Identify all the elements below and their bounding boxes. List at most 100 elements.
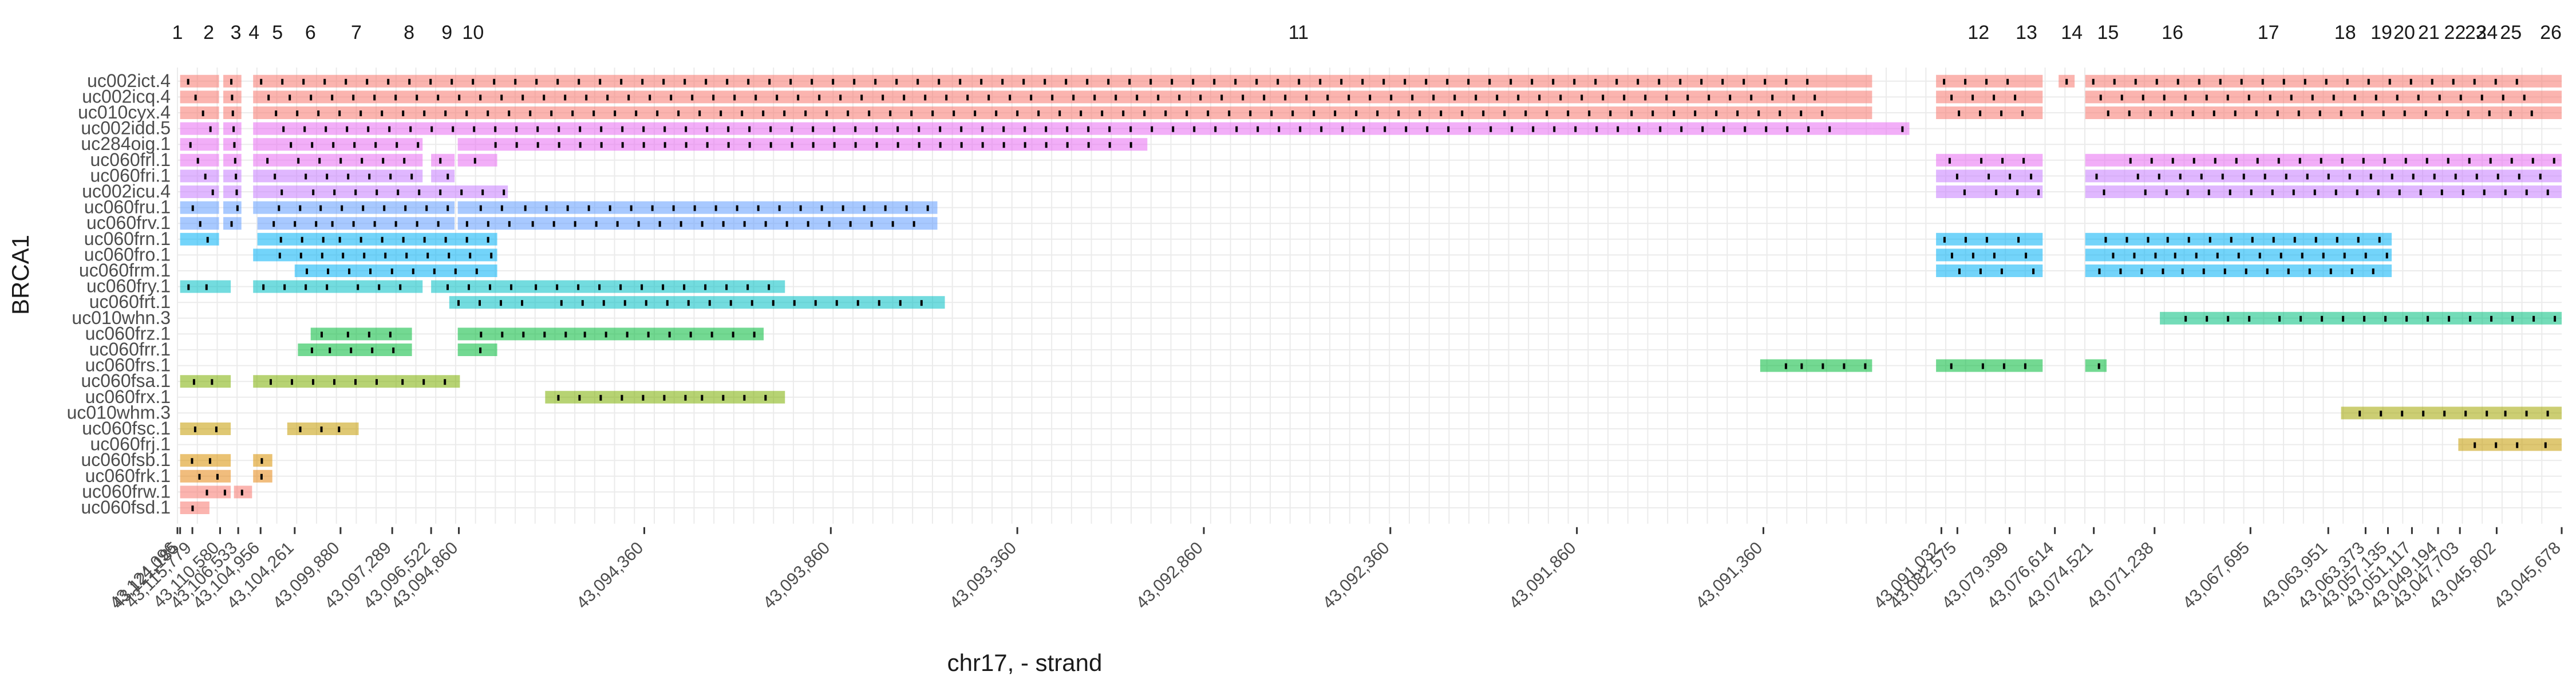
feature-mark [558, 126, 560, 132]
feature-mark [2325, 78, 2328, 85]
feature-mark [1602, 94, 1605, 101]
feature-mark [199, 221, 202, 227]
feature-mark [2298, 157, 2301, 164]
feature-mark [2192, 157, 2195, 164]
feature-mark [1532, 126, 1535, 132]
feature-mark [2525, 189, 2528, 195]
feature-mark [1617, 126, 1619, 132]
exon-label: 23 [2465, 22, 2487, 44]
feature-mark [2321, 315, 2324, 322]
feature-mark [2278, 315, 2281, 322]
feature-mark [1950, 252, 1953, 259]
feature-mark [754, 94, 757, 101]
feature-mark [1531, 78, 1534, 85]
feature-mark [1115, 94, 1117, 101]
feature-mark [2306, 173, 2309, 180]
exon-segment [253, 74, 1872, 88]
feature-mark [556, 78, 559, 85]
feature-mark [1581, 94, 1583, 101]
feature-mark [535, 284, 538, 290]
feature-mark [918, 126, 920, 132]
feature-mark [2532, 315, 2535, 322]
exon-segment [457, 327, 764, 341]
feature-mark [2362, 157, 2365, 164]
feature-mark [2214, 157, 2217, 164]
feature-mark [2468, 157, 2471, 164]
feature-mark [600, 142, 603, 148]
feature-mark [1242, 94, 1244, 101]
grid-lines [177, 68, 2562, 524]
feature-mark [2314, 236, 2317, 243]
feature-mark [1193, 126, 1196, 132]
feature-mark [460, 189, 463, 195]
feature-mark [882, 94, 884, 101]
feature-mark [2103, 189, 2105, 195]
feature-mark [2155, 78, 2158, 85]
feature-mark [1086, 78, 1089, 85]
feature-mark [216, 473, 219, 480]
feature-mark [1948, 157, 1951, 164]
exon-segment [223, 201, 242, 214]
transcript-uc002icu.4 [180, 185, 2562, 198]
feature-mark [609, 205, 611, 211]
feature-mark [2358, 410, 2361, 417]
feature-mark [524, 205, 527, 211]
feature-mark [1901, 126, 1904, 132]
feature-mark [384, 252, 387, 259]
feature-mark [319, 205, 322, 211]
feature-mark [776, 94, 779, 101]
feature-mark [1546, 110, 1548, 116]
feature-mark [394, 94, 397, 101]
feature-mark [543, 94, 546, 101]
feature-mark [444, 379, 447, 385]
transcript-label: uc002icq.4 [82, 86, 171, 106]
feature-mark [791, 126, 793, 132]
feature-mark [1284, 94, 1287, 101]
feature-mark [1199, 94, 1202, 101]
feature-mark [2271, 189, 2274, 195]
feature-mark [828, 221, 831, 227]
feature-mark [545, 205, 548, 211]
feature-mark [1638, 126, 1641, 132]
feature-mark [2409, 78, 2412, 85]
feature-mark [812, 142, 815, 148]
feature-mark [1426, 126, 1429, 132]
feature-mark [331, 94, 334, 101]
exon-segment [2085, 74, 2562, 88]
feature-mark [2251, 236, 2254, 243]
feature-mark [623, 300, 626, 306]
feature-mark [1979, 110, 1982, 116]
transcript-label: uc060fsd.1 [81, 497, 171, 518]
feature-mark [383, 205, 386, 211]
feature-mark [875, 142, 878, 148]
feature-mark [480, 331, 483, 338]
feature-mark [764, 221, 767, 227]
feature-mark [408, 78, 411, 85]
feature-mark [1382, 78, 1385, 85]
feature-mark [642, 126, 645, 132]
feature-mark [1291, 110, 1294, 116]
feature-mark [1369, 94, 1372, 101]
feature-mark [849, 221, 852, 227]
feature-mark [2433, 173, 2436, 180]
x-tick-label: 43,091,860 [1506, 538, 1580, 613]
feature-mark [579, 142, 582, 148]
exon-segment [457, 153, 497, 167]
feature-mark [1016, 110, 1019, 116]
feature-mark [514, 78, 517, 85]
feature-mark [1488, 78, 1491, 85]
feature-mark [2016, 189, 2019, 195]
feature-mark [1679, 78, 1682, 85]
transcript-uc002idd.5 [180, 122, 1910, 135]
feature-mark [2235, 157, 2238, 164]
feature-mark [1958, 269, 1961, 274]
feature-mark [260, 78, 263, 85]
feature-mark [2002, 363, 2005, 369]
feature-mark [1630, 110, 1633, 116]
feature-mark [1764, 78, 1767, 85]
feature-mark [2459, 94, 2462, 101]
feature-mark [1419, 110, 1421, 116]
feature-mark [1002, 126, 1005, 132]
feature-mark [2247, 94, 2250, 101]
